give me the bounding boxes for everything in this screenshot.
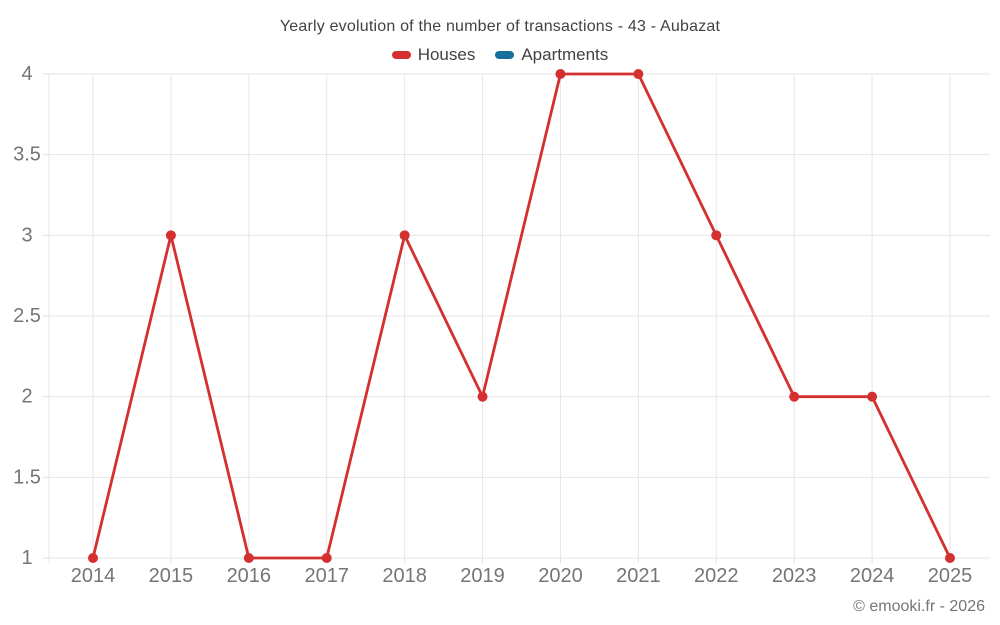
y-axis-label: 2 xyxy=(21,386,32,408)
chart-title: Yearly evolution of the number of transa… xyxy=(279,18,721,35)
x-axis-label: 2015 xyxy=(149,565,194,587)
legend-label-houses: Houses xyxy=(417,45,476,64)
legend-label-apartments: Apartments xyxy=(521,45,609,64)
data-point-houses-2017[interactable] xyxy=(321,553,332,563)
y-axis-label: 3 xyxy=(21,224,32,246)
x-axis-label: 2018 xyxy=(382,565,427,587)
x-axis-label: 2020 xyxy=(538,565,583,587)
x-axis-label: 2023 xyxy=(772,565,817,587)
data-point-houses-2014[interactable] xyxy=(88,553,98,563)
data-point-houses-2020[interactable] xyxy=(555,69,566,79)
x-axis-label: 2019 xyxy=(460,565,505,587)
x-axis-label: 2016 xyxy=(227,565,272,587)
houses-series-swatch-icon xyxy=(391,51,411,59)
y-axis-label: 1 xyxy=(21,547,32,569)
data-point-houses-2016[interactable] xyxy=(243,553,254,563)
data-point-houses-2021[interactable] xyxy=(633,69,644,79)
y-axis-label: 3.5 xyxy=(13,144,41,166)
y-axis-label: 1.5 xyxy=(13,466,41,488)
data-point-houses-2024[interactable] xyxy=(867,391,878,402)
copyright-watermark: © emooki.fr - 2026 xyxy=(853,598,985,615)
chart-legend: Houses Apartments xyxy=(0,45,1000,65)
data-point-houses-2023[interactable] xyxy=(789,391,800,402)
x-axis-label: 2025 xyxy=(928,565,973,587)
y-axis-label: 4 xyxy=(21,63,32,85)
x-axis-label: 2021 xyxy=(616,565,661,587)
series-line-houses xyxy=(91,72,952,560)
data-point-houses-2018[interactable] xyxy=(399,230,410,241)
x-axis-label: 2014 xyxy=(71,565,116,587)
x-axis-label: 2024 xyxy=(850,565,895,587)
legend-item-houses[interactable]: Houses xyxy=(391,45,476,65)
legend-item-apartments[interactable]: Apartments xyxy=(495,45,608,65)
y-axis-label: 2.5 xyxy=(13,305,41,327)
data-point-houses-2025[interactable] xyxy=(945,553,955,563)
data-point-houses-2015[interactable] xyxy=(165,230,176,241)
x-axis-label: 2022 xyxy=(694,565,739,587)
data-point-houses-2022[interactable] xyxy=(711,230,722,241)
x-axis-label: 2017 xyxy=(304,565,349,587)
apartments-series-swatch-icon xyxy=(495,51,515,59)
data-point-houses-2019[interactable] xyxy=(477,391,488,402)
